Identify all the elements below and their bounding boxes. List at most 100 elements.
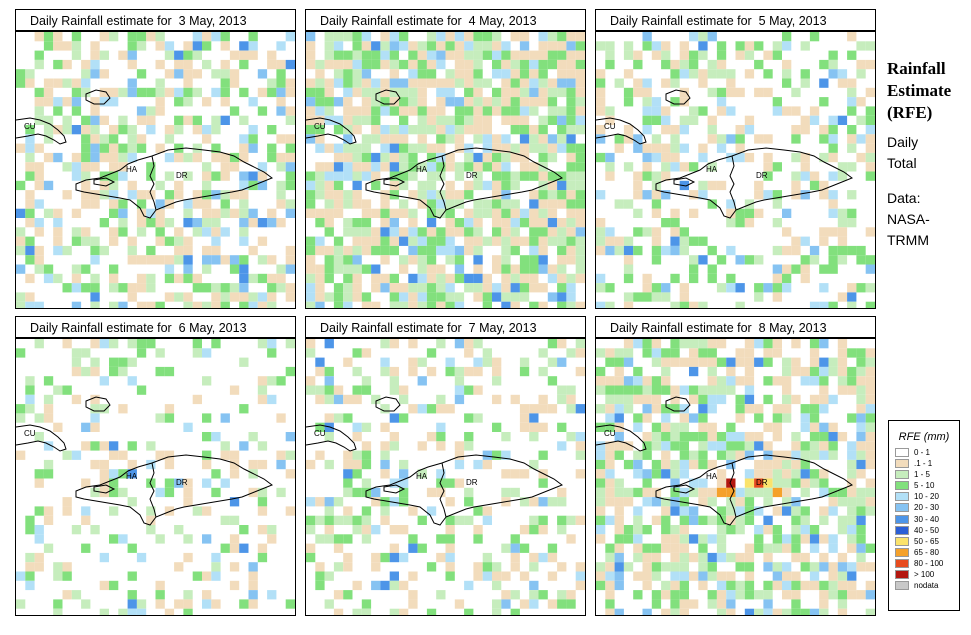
rainfall-cell bbox=[566, 171, 576, 181]
rainfall-cell bbox=[267, 87, 277, 98]
rainfall-cell bbox=[642, 292, 652, 302]
rainfall-cell bbox=[473, 171, 483, 181]
rainfall-cell bbox=[417, 115, 427, 125]
rainfall-cell bbox=[445, 273, 455, 284]
rainfall-cell bbox=[306, 125, 316, 135]
rainfall-cell bbox=[837, 599, 848, 609]
rainfall-cell bbox=[473, 218, 483, 228]
rainfall-cell bbox=[547, 41, 558, 51]
rainfall-cell bbox=[482, 357, 492, 367]
rainfall-cell bbox=[819, 515, 829, 525]
rainfall-cell bbox=[698, 180, 708, 191]
rainfall-cell bbox=[547, 218, 558, 228]
rainfall-cell bbox=[689, 50, 699, 60]
rainfall-map: CU HA DR bbox=[595, 338, 876, 616]
rainfall-map: CU HA DR bbox=[305, 31, 586, 309]
rainfall-cell bbox=[109, 134, 119, 144]
rainfall-cell bbox=[614, 562, 624, 572]
rainfall-cell bbox=[53, 608, 63, 615]
rainfall-cell bbox=[276, 97, 286, 107]
rainfall-cell bbox=[679, 515, 689, 525]
rainfall-cell bbox=[81, 348, 91, 358]
rainfall-cell bbox=[118, 487, 128, 498]
rainfall-cell bbox=[399, 41, 409, 51]
rainfall-cell bbox=[445, 525, 455, 535]
rainfall-cell bbox=[343, 283, 353, 293]
rainfall-cell bbox=[791, 87, 801, 98]
rainfall-cell bbox=[333, 255, 344, 265]
rainfall-cell bbox=[492, 599, 502, 609]
rainfall-cell bbox=[642, 497, 652, 507]
rainfall-cell bbox=[81, 69, 91, 79]
rainfall-cell bbox=[698, 450, 708, 460]
rainfall-cell bbox=[426, 292, 437, 302]
rainfall-cell bbox=[538, 525, 548, 535]
rainfall-cell bbox=[791, 339, 801, 349]
rainfall-cell bbox=[25, 143, 35, 153]
rainfall-cell bbox=[408, 162, 418, 172]
rainfall-cell bbox=[661, 59, 671, 70]
rainfall-cell bbox=[248, 562, 258, 572]
rainfall-cell bbox=[43, 152, 54, 163]
rainfall-cell bbox=[519, 208, 530, 218]
rainfall-cell bbox=[519, 283, 530, 293]
rainfall-cell bbox=[482, 301, 492, 308]
rainfall-cell bbox=[389, 162, 399, 172]
rainfall-cell bbox=[248, 125, 258, 135]
rainfall-cell bbox=[267, 143, 277, 153]
rainfall-cell bbox=[492, 227, 502, 237]
rainfall-cell bbox=[315, 236, 325, 246]
rainfall-cell bbox=[239, 264, 249, 274]
rainfall-cell bbox=[865, 162, 875, 172]
rainfall-cell bbox=[90, 41, 100, 51]
rainfall-cell bbox=[856, 543, 866, 553]
rainfall-cell bbox=[623, 487, 634, 498]
rainfall-cell bbox=[248, 171, 258, 181]
rainfall-cell bbox=[754, 478, 764, 488]
rainfall-cell bbox=[596, 441, 606, 451]
rainfall-cell bbox=[174, 50, 184, 60]
rainfall-cell bbox=[408, 506, 418, 516]
rainfall-cell bbox=[772, 41, 782, 51]
rainfall-cell bbox=[670, 534, 680, 544]
rainfall-cell bbox=[136, 87, 147, 98]
rainfall-cell bbox=[809, 32, 820, 42]
rainfall-cell bbox=[716, 599, 727, 609]
rainfall-cell bbox=[754, 525, 764, 535]
rainfall-cell bbox=[220, 199, 230, 209]
rainfall-cell bbox=[211, 339, 221, 349]
rainfall-cell bbox=[202, 283, 212, 293]
rainfall-cell bbox=[566, 134, 576, 144]
rainfall-cell bbox=[661, 162, 671, 172]
rainfall-cell bbox=[16, 208, 26, 218]
rainfall-cell bbox=[315, 87, 325, 98]
rainfall-cell bbox=[352, 264, 362, 274]
rainfall-cell bbox=[519, 106, 530, 116]
rainfall-cell bbox=[689, 432, 699, 442]
rainfall-cell bbox=[501, 543, 511, 553]
rainfall-cell bbox=[651, 106, 662, 116]
rainfall-cell bbox=[800, 78, 810, 88]
rainfall-cell bbox=[865, 562, 875, 572]
rainfall-cell bbox=[865, 87, 875, 98]
rainfall-cell bbox=[547, 143, 558, 153]
rainfall-cell bbox=[566, 125, 576, 135]
rainfall-cell bbox=[716, 571, 727, 581]
rainfall-cell bbox=[529, 515, 539, 525]
rainfall-cell bbox=[679, 441, 689, 451]
rainfall-cell bbox=[109, 450, 119, 460]
rainfall-cell bbox=[557, 50, 567, 60]
rainfall-cell bbox=[501, 432, 511, 442]
rainfall-cell bbox=[575, 366, 585, 377]
rainfall-cell bbox=[229, 162, 240, 172]
rainfall-cell bbox=[25, 162, 35, 172]
rainfall-cell bbox=[642, 441, 652, 451]
rainfall-cell bbox=[557, 59, 567, 70]
rainfall-cell bbox=[791, 171, 801, 181]
rainfall-cell bbox=[248, 208, 258, 218]
rainfall-cell bbox=[847, 162, 857, 172]
rainfall-cell bbox=[566, 199, 576, 209]
rainfall-cell bbox=[408, 283, 418, 293]
rainfall-cell bbox=[689, 366, 699, 377]
rainfall-cell bbox=[324, 41, 334, 51]
